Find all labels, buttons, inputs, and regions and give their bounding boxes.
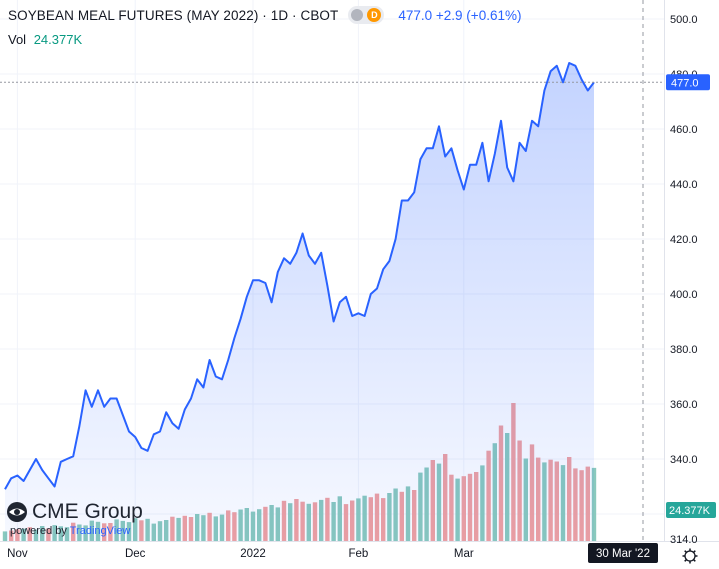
volume-value: 24.377K <box>33 32 83 47</box>
eye-icon <box>351 9 364 21</box>
y-tick-label: 460.0 <box>670 124 698 136</box>
x-tick-label: Dec <box>125 548 146 560</box>
last-price-tag <box>666 74 710 91</box>
y-tick-label: 360.0 <box>670 399 698 411</box>
symbol-title: SOYBEAN MEAL FUTURES (MAY 2022) · 1D · C… <box>8 7 339 23</box>
x-tick-label: Feb <box>348 548 368 560</box>
gear-icon-tooth <box>693 559 696 562</box>
price-area <box>5 63 594 541</box>
gear-icon-ring <box>684 550 696 562</box>
x-tick-label: Mar <box>454 548 474 560</box>
y-tick-label: 380.0 <box>670 344 698 356</box>
gear-icon-tooth <box>693 550 696 553</box>
y-tick-label: 440.0 <box>670 179 698 191</box>
cme-globe-icon <box>7 502 27 522</box>
volume-tag-label: 24.377K <box>669 505 711 517</box>
cme-logo[interactable]: CME Group powered by TradingView <box>6 500 143 537</box>
powered-by-text: powered by <box>10 525 67 537</box>
gear-icon-tooth <box>684 550 687 553</box>
volume-tag <box>666 502 716 518</box>
gear-icon[interactable] <box>682 548 698 564</box>
visibility-toggle[interactable]: D <box>348 6 385 24</box>
volume-legend: Vol 24.377K <box>8 32 82 47</box>
y-tick-label: 400.0 <box>670 289 698 301</box>
gear-icon-tooth <box>684 559 687 562</box>
x-tick-label: Nov <box>7 548 28 560</box>
y-tick-label: 500.0 <box>670 14 698 26</box>
y-tick-label: 314.0 <box>670 534 698 546</box>
last-price-label: 477.0 <box>671 77 699 89</box>
cme-logo-text: CME Group <box>32 500 143 523</box>
x-tick-label: 2022 <box>240 548 266 560</box>
price-line <box>4 62 595 490</box>
y-tick-label: 340.0 <box>670 454 698 466</box>
volume-label: Vol <box>8 32 27 47</box>
chart-header: SOYBEAN MEAL FUTURES (MAY 2022) · 1D · C… <box>8 6 521 24</box>
tradingview-text: TradingView <box>69 525 131 537</box>
dividend-badge: D <box>367 8 382 22</box>
price-change: 477.0 +2.9 (+0.61%) <box>398 7 522 23</box>
crosshair-date-tag <box>588 543 658 563</box>
y-tick-label: 420.0 <box>670 234 698 246</box>
crosshair-date-label: 30 Mar '22 <box>596 548 650 560</box>
